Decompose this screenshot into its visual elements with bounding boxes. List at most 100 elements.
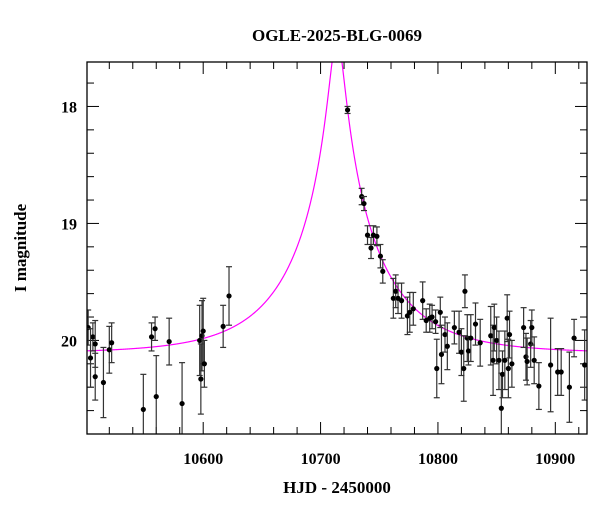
data-point — [566, 351, 573, 423]
point-marker — [87, 355, 94, 361]
tick-labels: 10600 10700 10800 10900 18 19 20 — [61, 99, 575, 468]
point-marker — [504, 315, 510, 321]
data-point — [87, 328, 94, 388]
data-point — [524, 337, 531, 386]
point-marker — [456, 329, 462, 335]
point-marker — [437, 309, 443, 315]
point-marker — [152, 326, 158, 332]
point-marker — [521, 324, 527, 331]
x-tick-label: 10800 — [418, 451, 458, 468]
point-marker — [434, 365, 440, 372]
data-point — [535, 362, 542, 411]
data-point — [410, 291, 417, 326]
data-point — [491, 303, 498, 352]
point-marker — [344, 107, 351, 113]
axis-ticks — [87, 62, 587, 435]
data-point — [360, 195, 367, 212]
point-marker — [199, 333, 205, 339]
point-marker — [92, 374, 98, 380]
data-point — [106, 325, 113, 374]
point-marker — [429, 314, 435, 320]
data-point — [226, 266, 233, 326]
point-marker — [461, 365, 467, 372]
point-marker — [582, 362, 587, 368]
data-point — [166, 317, 173, 366]
data-point — [220, 304, 227, 349]
point-marker — [368, 245, 374, 251]
point-marker — [531, 357, 537, 363]
point-marker — [200, 328, 206, 334]
point-marker — [374, 233, 380, 239]
point-marker — [506, 331, 513, 338]
data-point — [364, 225, 371, 246]
data-point — [153, 355, 160, 434]
data-point — [392, 274, 399, 309]
data-point — [368, 236, 375, 260]
data-point — [438, 324, 445, 385]
y-tick-label: 18 — [61, 99, 77, 116]
model-line — [87, 62, 587, 352]
data-point — [398, 282, 405, 319]
point-marker — [148, 334, 155, 340]
data-point — [89, 322, 96, 352]
point-marker — [393, 288, 399, 294]
data-point — [429, 304, 436, 330]
data-point — [100, 346, 107, 419]
point-marker — [106, 347, 112, 353]
point-marker — [451, 324, 457, 331]
point-marker — [529, 324, 535, 331]
point-marker — [458, 349, 465, 355]
model-curve — [87, 62, 587, 352]
data-point — [148, 322, 155, 352]
data-points — [87, 105, 587, 434]
data-point — [179, 362, 186, 434]
data-point — [390, 277, 397, 319]
point-marker — [390, 295, 396, 301]
data-point — [451, 310, 458, 345]
data-point — [460, 335, 467, 402]
x-tick-label: 10900 — [535, 451, 575, 468]
data-point — [467, 314, 474, 363]
y-tick-label: 20 — [61, 333, 77, 350]
point-marker — [465, 348, 472, 354]
point-marker — [179, 400, 185, 407]
point-marker — [468, 335, 474, 341]
point-marker — [92, 341, 98, 347]
data-point — [495, 330, 502, 391]
data-point — [571, 318, 578, 358]
point-marker — [509, 361, 515, 367]
data-point — [477, 318, 484, 367]
point-marker — [491, 324, 497, 331]
plot-frame — [86, 61, 588, 435]
data-point — [201, 339, 208, 388]
point-marker — [153, 393, 159, 400]
point-marker — [490, 357, 496, 363]
chart-title: OGLE-2025-BLG-0069 — [252, 26, 422, 45]
point-marker — [197, 337, 203, 344]
data-point — [558, 348, 565, 396]
data-point — [508, 339, 515, 388]
data-point — [379, 259, 386, 284]
point-marker — [398, 298, 405, 304]
point-marker — [420, 298, 426, 304]
point-marker — [528, 341, 534, 347]
data-point — [505, 338, 512, 399]
point-marker — [90, 334, 96, 340]
point-marker — [198, 376, 204, 382]
data-point — [456, 310, 463, 354]
point-marker — [377, 253, 384, 259]
point-marker — [524, 358, 530, 365]
x-tick-label: 10700 — [301, 451, 341, 468]
data-point — [444, 322, 451, 371]
point-marker — [558, 369, 564, 375]
point-marker — [444, 343, 450, 349]
data-point — [344, 105, 351, 115]
point-marker — [566, 384, 572, 390]
data-point — [531, 336, 538, 385]
data-point — [197, 343, 204, 415]
data-point — [423, 308, 430, 333]
data-point — [547, 317, 554, 413]
x-tick-label: 10600 — [183, 451, 223, 468]
point-marker — [438, 351, 445, 358]
point-marker — [571, 335, 577, 341]
